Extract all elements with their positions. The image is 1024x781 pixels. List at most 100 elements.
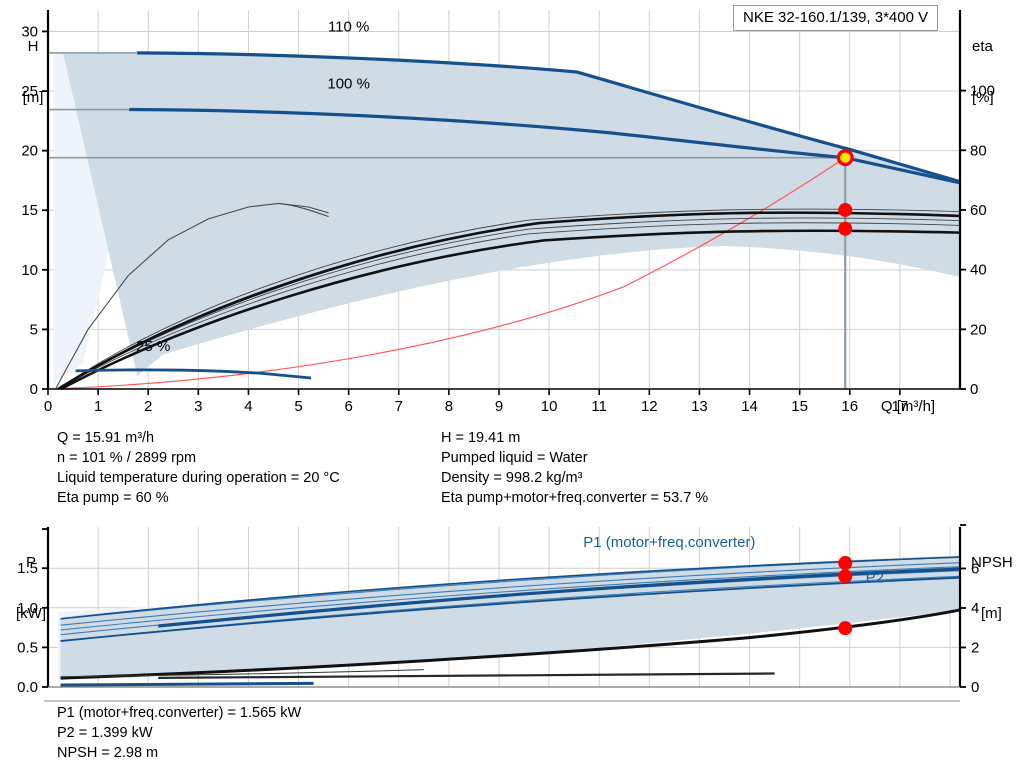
info-eta-total: Eta pump+motor+freq.converter = 53.7 %: [441, 490, 709, 506]
head-curve-label-1: 100 %: [327, 76, 370, 93]
top-x-tick-label: 17: [892, 398, 909, 415]
duty-marker-p2: [838, 569, 853, 584]
head-curve-label-0: 110 %: [328, 18, 369, 35]
duty-marker-eta-pump: [838, 202, 853, 217]
duty-marker-eta-total: [838, 221, 853, 236]
top-x-tick-label: 0: [44, 398, 52, 415]
bottom-right-axis-title-line1: NPSH: [971, 554, 1013, 571]
info-p1: P1 (motor+freq.converter) = 1.565 kW: [57, 705, 302, 721]
npsh-reduced-speed-curve: [158, 672, 775, 679]
info-q: Q = 15.91 m³/h: [57, 430, 155, 446]
eta-reduced-speed-curve: [55, 202, 329, 390]
npsh-curve: [60, 608, 961, 680]
head-eta-chart: 0 5 10 15 20 25 30 0 20 40 60 80 100 0 1 2 3 4 5 6 7 8 9 10 11 12…: [21, 10, 995, 415]
top-right-tick-label: 80: [970, 142, 987, 159]
power-band-inner-fill: [60, 555, 961, 679]
top-x-tick-label: 13: [691, 398, 708, 415]
top-left-tick-label: 5: [30, 321, 38, 338]
power-npsh-chart: 0.0 0.5 1.0 1.5 0 2 4 6 P1 (motor+freq.converter…: [0, 515, 1024, 705]
info-pumped-liquid: Pumped liquid = Water: [441, 450, 588, 466]
power-curve-label-0: P1 (motor+freq.converter): [583, 534, 755, 551]
info-eta-pump: Eta pump = 60 %: [57, 490, 169, 506]
duty-marker-npsh: [838, 621, 853, 636]
bottom-left-axis-title-line2: [kW]: [16, 605, 46, 622]
p1-curve: [158, 567, 961, 628]
eta-reduced-speed-tail: [278, 202, 329, 218]
top-x-tick-label: 11: [591, 398, 607, 415]
top-right-tick-label: 20: [970, 321, 987, 338]
bottom-right-tick-label: 6: [971, 560, 979, 577]
bottom-right-tick-label: 0: [971, 679, 979, 696]
head-curve-label-2: 25 %: [136, 338, 170, 355]
bottom-left-axis-title-line1: P: [25, 554, 36, 571]
bottom-left-tick-label: 1.0: [17, 600, 38, 617]
top-x-tick-label: 8: [445, 398, 453, 415]
head-guide-lines: [48, 52, 847, 389]
duty-markers: [838, 556, 853, 636]
power-curve-label-1: P2: [866, 569, 884, 586]
top-x-tick-label: 2: [144, 398, 152, 415]
top-right-tick-label: 100: [970, 83, 995, 100]
bottom-left-tick-label: 1.5: [17, 560, 38, 577]
axes: [46, 10, 962, 390]
npsh-thin-curve: [60, 669, 424, 678]
eta-total-curve: [60, 229, 961, 391]
info-density: Density = 998.2 kg/m³: [441, 470, 583, 486]
top-x-tick-label: 10: [541, 398, 558, 415]
top-left-tick-label: 20: [21, 143, 38, 160]
head-curve-110: [137, 51, 961, 184]
top-x-tick-label: 5: [294, 398, 302, 415]
bottom-right-tick-label: 4: [971, 600, 979, 617]
top-right-axis-title: eta [%]: [972, 4, 1022, 140]
top-x-tick-label: 7: [395, 398, 403, 415]
duty-point-marker[interactable]: [836, 149, 854, 167]
top-x-tick-label: 9: [495, 398, 503, 415]
top-x-tick-label: 16: [841, 398, 858, 415]
head-curve-25: [75, 368, 312, 380]
top-left-tick-label: 30: [21, 23, 38, 40]
top-right-axis-title-line2: [%]: [972, 89, 994, 106]
top-x-tick-label: 3: [194, 398, 202, 415]
info-npsh: NPSH = 2.98 m: [57, 745, 159, 761]
bottom-right-tick-label: 2: [971, 639, 979, 656]
bottom-right-axis-title-line2: [m]: [981, 605, 1002, 622]
head-curve-100: [129, 107, 961, 185]
top-x-tick-label: 4: [244, 398, 252, 415]
info-speed: n = 101 % / 2899 rpm: [57, 450, 197, 466]
top-x-tick-label: 14: [741, 398, 758, 415]
duty-markers: [836, 149, 854, 236]
bottom-left-axis-title: P [kW]: [10, 520, 52, 656]
top-x-tick-label: 12: [641, 398, 658, 415]
p-reduced-speed-curve: [60, 681, 314, 687]
tick-marks: 0.0 0.5 1.0 1.5 0 2 4 6: [17, 524, 979, 696]
top-left-tick-label: 10: [21, 262, 38, 279]
duty-marker-p1: [838, 556, 853, 571]
curve-labels: P1 (motor+freq.converter) P2: [583, 534, 884, 587]
bot-svg-plot: 0.0 0.5 1.0 1.5 0 2 4 6 P1 (motor+freq.converter…: [17, 524, 979, 702]
top-x-tick-label: 1: [94, 398, 102, 415]
info-h: H = 19.41 m: [441, 430, 521, 446]
top-left-axis-title: H [m]: [18, 4, 48, 140]
bottom-right-axis-title: NPSH [m]: [971, 520, 1024, 656]
p2-curve: [60, 576, 961, 642]
p1-envelope-curve: [60, 556, 961, 620]
pump-model-title: NKE 32-160.1/139, 3*400 V: [733, 5, 939, 31]
bottom-left-tick-label: 0.0: [17, 679, 38, 696]
top-x-axis-label: Q [m³/h]: [881, 398, 935, 415]
top-right-tick-label: 60: [970, 202, 987, 219]
bottom-left-tick-label: 0.5: [17, 639, 38, 656]
top-x-tick-label: 6: [344, 398, 352, 415]
top-x-tick-label: 15: [791, 398, 808, 415]
top-left-axis-title-line2: [m]: [22, 89, 44, 106]
top-right-axis-title-line1: eta: [972, 38, 993, 55]
top-right-tick-label: 40: [970, 262, 987, 279]
system-resistance-curve: [65, 157, 846, 390]
head-band-inner-fill: [63, 52, 961, 376]
top-left-tick-label: 25: [21, 83, 38, 100]
power-npsh-chart-svg: 0.0 0.5 1.0 1.5 0 2 4 6 P1 (motor+freq.converter…: [17, 524, 979, 702]
top-right-tick-label: 0: [970, 381, 978, 398]
